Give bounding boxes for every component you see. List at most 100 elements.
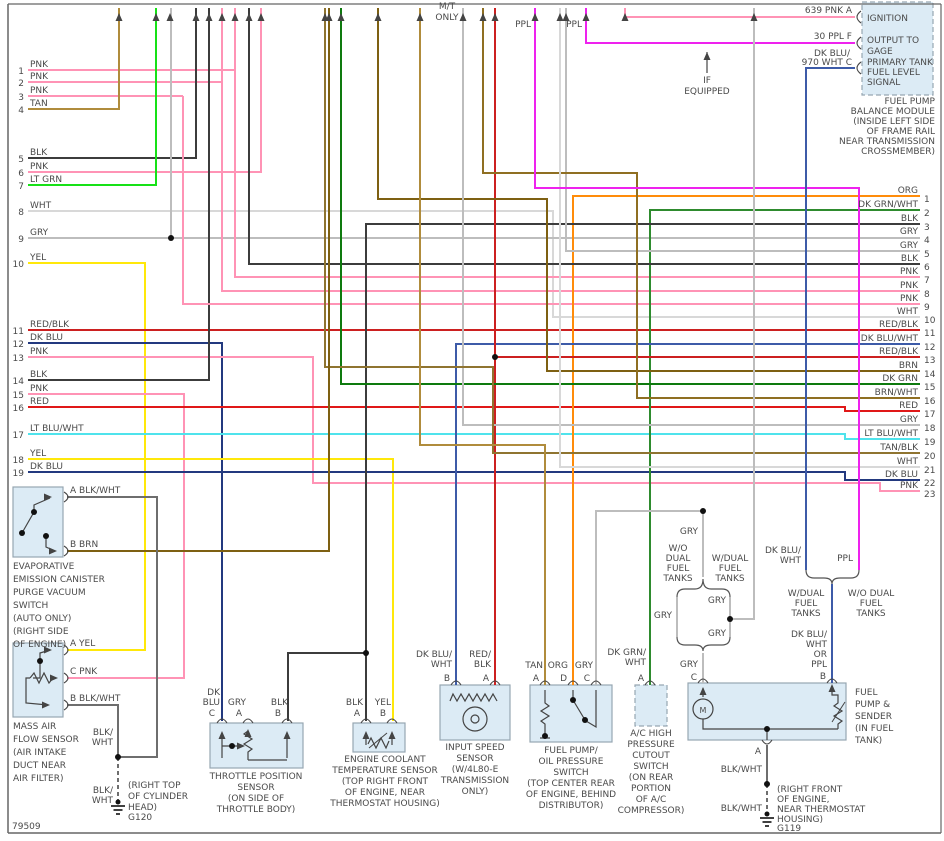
diagram-label-54: A — [483, 674, 490, 684]
diagram-label-23: W/O — [668, 544, 687, 554]
wire-ect-thermistor — [367, 736, 390, 750]
wire-w4-tan — [28, 8, 120, 110]
ground-dot-0 — [115, 799, 121, 805]
iss-wheel — [462, 706, 488, 732]
arrowhead-11 — [337, 13, 345, 21]
ground-dot-1 — [764, 811, 770, 817]
right-pin-label-20: TAN/BLK — [879, 443, 919, 453]
diagram-label-94: HOUSING) — [777, 815, 823, 825]
fuel-pump-balance-module-box — [861, 1, 934, 96]
ac-cutout-switch-box — [634, 684, 668, 727]
diagram-label-25: FUEL — [667, 564, 689, 574]
pin-connector-12 — [539, 680, 551, 686]
arrowhead-36 — [237, 742, 245, 750]
wire-w15-pnk — [28, 393, 185, 679]
wire-w14-blk — [28, 8, 210, 381]
wire-org-fpops — [572, 195, 920, 685]
junction-dot-8 — [19, 530, 25, 536]
diagram-label-57: GRY — [575, 661, 594, 671]
diagram-label-62: WHT — [625, 658, 647, 668]
right-pin-label-18: GRY — [900, 415, 919, 425]
junction-dot-9 — [31, 509, 37, 515]
brace-0 — [676, 578, 731, 598]
arrowhead-28 — [388, 731, 396, 739]
arrowhead-20 — [582, 13, 590, 21]
wire-w12-dkblu — [28, 342, 223, 721]
wire-gry-top-feed — [732, 8, 755, 620]
diagram-label-108: OF ENGINE) — [13, 640, 66, 650]
pin-connector-21 — [856, 61, 862, 75]
pin-connector-15 — [644, 680, 656, 686]
right-pin-number-10: 10 — [924, 316, 936, 326]
brace-2 — [805, 569, 860, 585]
diagram-label-18: (INSIDE LEFT SIDE — [853, 117, 935, 127]
diagram-label-71: BLK — [346, 698, 364, 708]
diagram-label-112: DUCT NEAR — [13, 761, 66, 771]
left-pin-label-15: PNK — [30, 384, 49, 394]
right-pin-number-17: 17 — [924, 410, 935, 420]
diagram-label-59: D — [560, 674, 567, 684]
diagram-label-40: TANKS — [790, 609, 821, 619]
diagram-label-12: GAGE — [867, 47, 893, 57]
diagram-label-14: FUEL LEVEL — [867, 68, 920, 78]
right-pin-number-4: 4 — [924, 236, 930, 246]
arrowhead-27 — [362, 731, 370, 739]
left-pin-number-14: 14 — [13, 377, 25, 387]
right-pin-label-4: GRY — [900, 227, 919, 237]
junction-dot-11 — [37, 658, 43, 664]
pin-connector-18 — [761, 739, 773, 745]
diagram-label-31: GRY — [708, 596, 727, 606]
right-pin-number-13: 13 — [924, 356, 935, 366]
diagram-label-11: OUTPUT TO — [867, 36, 919, 46]
diagram-label-86: HEAD) — [128, 803, 157, 813]
diagram-label-130: SWITCH — [553, 768, 588, 778]
diagram-label-29: TANKS — [714, 574, 745, 584]
pin-connector-9 — [386, 718, 398, 724]
right-pin-label-23: PNK — [900, 481, 919, 491]
diagram-label-140: OF A/C — [636, 795, 667, 805]
arrowhead-16 — [491, 13, 499, 21]
input-speed-sensor-box — [439, 684, 511, 741]
diagram-label-1: ONLY — [435, 13, 459, 23]
ect-sensor-box — [352, 722, 406, 753]
wire-evap-arm1 — [21, 497, 51, 534]
diagram-label-106: (AUTO ONLY) — [13, 614, 71, 624]
diagram-label-93: NEAR THERMOSTAT — [777, 805, 866, 815]
left-pin-label-14: BLK — [30, 370, 48, 380]
arrowhead-0 — [115, 13, 123, 21]
junction-dot-10 — [43, 533, 49, 539]
diagram-label-141: COMPRESSOR) — [618, 806, 685, 816]
diagram-label-15: SIGNAL — [867, 78, 900, 88]
pin-connector-13 — [567, 680, 579, 686]
diagram-label-49: DK BLU/ — [416, 650, 453, 660]
wire-maf-int2 — [33, 661, 41, 679]
junction-dot-1 — [115, 754, 121, 760]
wire-iss-coil — [449, 692, 498, 703]
diagram-label-122: THERMOSTAT HOUSING) — [329, 799, 439, 809]
right-pin-number-19: 19 — [924, 438, 936, 448]
arrowhead-12 — [374, 13, 382, 21]
pin-connector-3 — [63, 672, 69, 684]
left-pin-number-1: 1 — [18, 67, 24, 77]
diagram-label-65: BLU — [203, 698, 220, 708]
arrowhead-4 — [205, 13, 213, 21]
pin-connector-1 — [63, 545, 69, 557]
pin-connector-19 — [856, 10, 862, 24]
left-pin-number-16: 16 — [13, 404, 25, 414]
diagram-label-45: WHT — [806, 640, 828, 650]
right-pin-number-20: 20 — [924, 452, 936, 462]
right-pin-label-21: WHT — [897, 457, 919, 467]
diagram-label-134: A/C HIGH — [630, 729, 672, 739]
diagram-label-126: TRANSMISSION — [440, 776, 509, 786]
arrowhead-7 — [245, 13, 253, 21]
left-pin-number-10: 10 — [13, 260, 25, 270]
pin-connector-8 — [360, 718, 372, 724]
wire-gry5 — [565, 8, 920, 252]
right-pin-label-17: RED — [899, 401, 918, 411]
junction-dot-4 — [700, 508, 706, 514]
diagram-label-121: OF ENGINE, NEAR — [345, 788, 425, 798]
wire-maf-int3 — [25, 677, 49, 706]
arrowhead-34 — [50, 674, 58, 682]
diagram-label-116: (ON SIDE OF — [228, 794, 284, 804]
